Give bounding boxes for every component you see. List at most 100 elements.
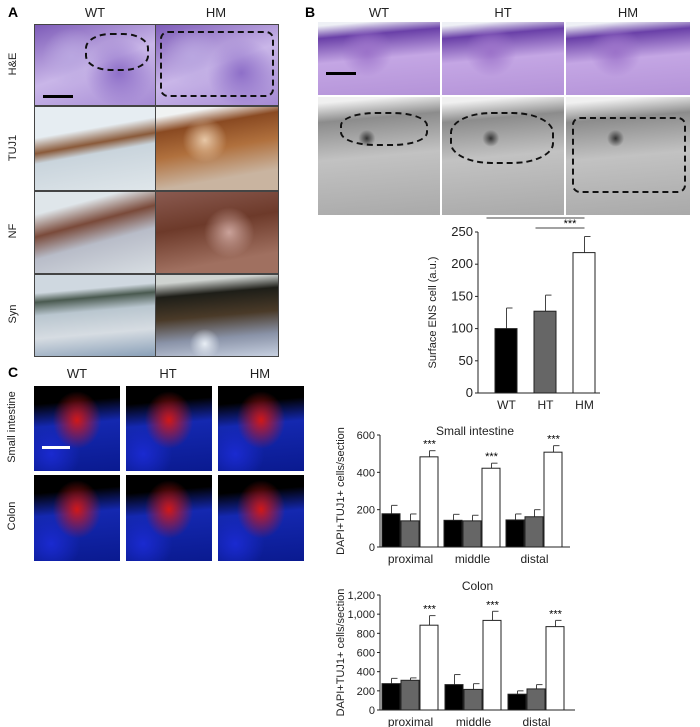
- micrograph-he-hm: [566, 22, 690, 95]
- significance-label: ***: [529, 215, 543, 220]
- bar: [400, 679, 420, 711]
- bar: [400, 520, 420, 548]
- bar: [381, 683, 401, 711]
- micrograph-syn-hm: [155, 274, 279, 357]
- micrograph-nf-hm: [155, 191, 279, 274]
- micrograph-grey-hm: [566, 97, 690, 215]
- significance-label: ***: [486, 599, 500, 611]
- micrograph-he-hm: [155, 24, 279, 106]
- row-label-small-intestine: Small intestine: [6, 391, 18, 463]
- micrograph-nf-wt: [34, 191, 156, 274]
- micrograph-tuj1-wt: [34, 106, 156, 191]
- y-tick-label: 50: [459, 353, 473, 368]
- x-tick-label: HT: [538, 398, 555, 412]
- y-tick-label: 200: [357, 686, 375, 698]
- significance-label: ***: [423, 439, 437, 451]
- col-label-ht: HT: [159, 366, 177, 381]
- bar: [463, 688, 483, 711]
- x-tick-label: middle: [455, 552, 491, 566]
- bar: [494, 328, 518, 394]
- row-label-syn: Syn: [7, 304, 19, 324]
- bar: [505, 519, 525, 548]
- panel-label-a: A: [8, 4, 19, 20]
- bar: [533, 310, 557, 394]
- micrograph-he-wt: [318, 22, 440, 95]
- y-tick-label: 400: [357, 667, 375, 679]
- bar: [381, 513, 401, 548]
- y-axis-label: Surface ENS cell (a.u.): [427, 257, 439, 369]
- x-tick-label: WT: [497, 398, 516, 412]
- fluorescence-colon-wt: [34, 475, 120, 561]
- col-label-hm: HM: [249, 366, 271, 381]
- fluorescence-si-ht: [126, 386, 212, 471]
- y-tick-label: 250: [451, 224, 473, 239]
- y-tick-label: 0: [369, 542, 375, 554]
- y-tick-label: 100: [451, 321, 473, 336]
- chart-title: Small intestine: [436, 424, 514, 438]
- y-tick-label: 200: [451, 256, 473, 271]
- significance-label: ***: [547, 434, 561, 446]
- x-tick-label: distal: [522, 715, 550, 727]
- bar: [462, 520, 482, 548]
- bar: [526, 688, 546, 711]
- micrograph-grey-ht: [442, 97, 564, 215]
- y-tick-label: 400: [357, 467, 375, 479]
- micrograph-he-ht: [442, 22, 564, 95]
- panel-label-c: C: [8, 364, 19, 380]
- y-tick-label: 600: [357, 430, 375, 442]
- y-tick-label: 0: [466, 385, 473, 400]
- micrograph-he-wt: [34, 24, 156, 106]
- y-tick-label: 200: [357, 505, 375, 517]
- y-axis-label: DAPI+TUJ1+ cells/section: [335, 427, 347, 555]
- y-tick-label: 150: [451, 288, 473, 303]
- x-tick-label: HM: [575, 398, 594, 412]
- micrograph-tuj1-hm: [155, 106, 279, 191]
- bar: [524, 516, 544, 548]
- x-tick-label: middle: [456, 715, 492, 727]
- row-label-tuj1: TUJ1: [7, 134, 19, 162]
- panel-label-b: B: [305, 4, 316, 20]
- bar: [443, 519, 463, 548]
- col-label-wt: WT: [66, 366, 88, 381]
- bar: [572, 252, 596, 394]
- bar: [444, 684, 464, 711]
- row-label-nf: NF: [7, 223, 19, 239]
- col-label-ht: HT: [494, 5, 512, 20]
- fluorescence-si-hm: [218, 386, 304, 471]
- fluorescence-si-wt: [34, 386, 120, 471]
- significance-label: ***: [485, 451, 499, 463]
- bar: [481, 467, 501, 548]
- x-tick-label: proximal: [388, 715, 433, 727]
- significance-label: ***: [564, 218, 578, 230]
- col-label-wt: WT: [84, 5, 106, 20]
- bar: [419, 456, 439, 548]
- micrograph-grey-wt: [318, 97, 440, 215]
- x-tick-label: distal: [520, 552, 548, 566]
- row-label-colon: Colon: [6, 501, 18, 531]
- chart-surface-ens: 0 50 100 150 200 250 Surface ENS cell (a.u.) WT…: [427, 215, 600, 412]
- y-tick-label: 0: [369, 705, 375, 717]
- fluorescence-colon-hm: [218, 475, 304, 561]
- bar: [419, 624, 439, 711]
- chart-small-intestine: 0 200 400 600 DAPI+TUJ1+ cells/section Small …: [335, 424, 570, 566]
- significance-label: ***: [423, 604, 437, 616]
- y-tick-label: 600: [357, 648, 375, 660]
- micrograph-syn-wt: [34, 274, 156, 357]
- chart-title: Colon: [462, 579, 493, 593]
- significance-label: ***: [549, 608, 563, 620]
- y-tick-label: 1,000: [347, 609, 375, 621]
- bar: [507, 693, 527, 711]
- col-label-hm: HM: [617, 5, 639, 20]
- y-tick-label: 800: [357, 628, 375, 640]
- col-label-wt: WT: [368, 5, 390, 20]
- y-axis-label: DAPI+TUJ1+ cells/section: [335, 589, 347, 717]
- y-tick-label: 1,200: [347, 590, 375, 602]
- x-tick-label: proximal: [388, 552, 433, 566]
- bar: [545, 626, 565, 711]
- col-label-hm: HM: [205, 5, 227, 20]
- fluorescence-colon-ht: [126, 475, 212, 561]
- row-label-he: H&E: [7, 52, 19, 76]
- bar: [543, 451, 563, 548]
